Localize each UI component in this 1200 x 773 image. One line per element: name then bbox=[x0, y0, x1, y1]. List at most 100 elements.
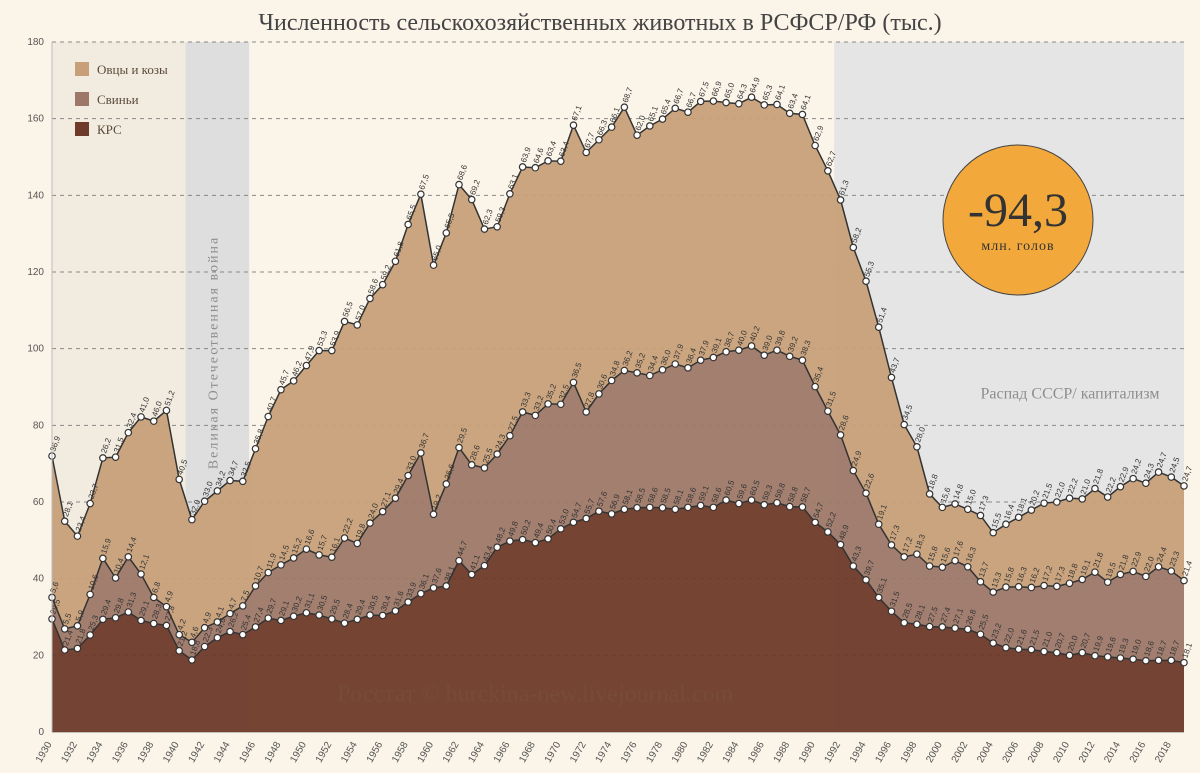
marker bbox=[697, 357, 703, 363]
badge-big-text: -94,3 bbox=[968, 184, 1068, 237]
marker bbox=[1079, 496, 1085, 502]
marker bbox=[112, 615, 118, 621]
marker bbox=[1066, 495, 1072, 501]
marker bbox=[1143, 658, 1149, 664]
marker bbox=[1181, 577, 1187, 583]
marker bbox=[227, 477, 233, 483]
marker bbox=[1155, 564, 1161, 570]
marker bbox=[456, 557, 462, 563]
marker bbox=[761, 501, 767, 507]
legend-swatch bbox=[75, 92, 89, 106]
marker bbox=[888, 608, 894, 614]
marker bbox=[799, 504, 805, 510]
marker bbox=[430, 511, 436, 517]
marker bbox=[876, 594, 882, 600]
marker bbox=[863, 278, 869, 284]
marker bbox=[125, 429, 131, 435]
marker bbox=[62, 647, 68, 653]
marker bbox=[863, 577, 869, 583]
marker bbox=[812, 519, 818, 525]
marker bbox=[914, 551, 920, 557]
marker bbox=[303, 610, 309, 616]
marker bbox=[1181, 483, 1187, 489]
legend-swatch bbox=[75, 62, 89, 76]
marker bbox=[252, 583, 258, 589]
marker bbox=[1028, 584, 1034, 590]
marker bbox=[290, 555, 296, 561]
marker bbox=[1028, 507, 1034, 513]
marker bbox=[977, 579, 983, 585]
marker bbox=[850, 244, 856, 250]
legend-label: Овцы и козы bbox=[97, 62, 168, 77]
marker bbox=[672, 105, 678, 111]
marker bbox=[227, 628, 233, 634]
marker bbox=[456, 181, 462, 187]
marker bbox=[469, 571, 475, 577]
marker bbox=[863, 490, 869, 496]
marker bbox=[100, 555, 106, 561]
marker bbox=[647, 123, 653, 129]
marker bbox=[799, 357, 805, 363]
marker bbox=[1143, 573, 1149, 579]
marker bbox=[405, 472, 411, 478]
marker bbox=[621, 104, 627, 110]
marker bbox=[329, 554, 335, 560]
marker bbox=[443, 583, 449, 589]
marker bbox=[837, 432, 843, 438]
badge-small-text: млн. голов bbox=[981, 239, 1054, 254]
marker bbox=[774, 101, 780, 107]
marker bbox=[545, 401, 551, 407]
y-tick-label: 80 bbox=[33, 420, 45, 431]
marker bbox=[138, 414, 144, 420]
marker bbox=[74, 645, 80, 651]
marker bbox=[1130, 475, 1136, 481]
marker bbox=[697, 98, 703, 104]
marker bbox=[596, 508, 602, 514]
marker bbox=[354, 616, 360, 622]
marker bbox=[418, 590, 424, 596]
marker bbox=[647, 372, 653, 378]
marker bbox=[558, 158, 564, 164]
postsoviet-label: Распад СССР/ капитализм bbox=[980, 386, 1159, 403]
marker bbox=[659, 505, 665, 511]
marker bbox=[367, 520, 373, 526]
marker bbox=[252, 624, 258, 630]
marker bbox=[112, 575, 118, 581]
marker bbox=[532, 165, 538, 171]
marker bbox=[316, 552, 322, 558]
marker bbox=[100, 616, 106, 622]
marker bbox=[405, 599, 411, 605]
marker bbox=[507, 538, 513, 544]
marker bbox=[1015, 584, 1021, 590]
marker bbox=[621, 506, 627, 512]
marker bbox=[748, 94, 754, 100]
marker bbox=[469, 196, 475, 202]
marker bbox=[1079, 576, 1085, 582]
marker bbox=[379, 612, 385, 618]
marker bbox=[240, 631, 246, 637]
marker bbox=[138, 571, 144, 577]
marker bbox=[62, 518, 68, 524]
legend-label: КРС bbox=[97, 122, 122, 137]
marker bbox=[1028, 646, 1034, 652]
marker bbox=[787, 503, 793, 509]
marker bbox=[456, 444, 462, 450]
marker bbox=[1041, 648, 1047, 654]
marker bbox=[570, 519, 576, 525]
marker bbox=[939, 564, 945, 570]
marker bbox=[634, 132, 640, 138]
chart-svg: Численность сельскохозяйственных животны… bbox=[0, 0, 1200, 773]
marker bbox=[952, 501, 958, 507]
marker bbox=[876, 521, 882, 527]
marker bbox=[481, 465, 487, 471]
marker bbox=[265, 413, 271, 419]
marker bbox=[1041, 500, 1047, 506]
marker bbox=[138, 617, 144, 623]
marker bbox=[1003, 644, 1009, 650]
marker bbox=[1092, 569, 1098, 575]
marker bbox=[1168, 657, 1174, 663]
marker bbox=[1054, 649, 1060, 655]
y-tick-label: 180 bbox=[27, 37, 44, 48]
marker bbox=[443, 481, 449, 487]
marker bbox=[1066, 652, 1072, 658]
